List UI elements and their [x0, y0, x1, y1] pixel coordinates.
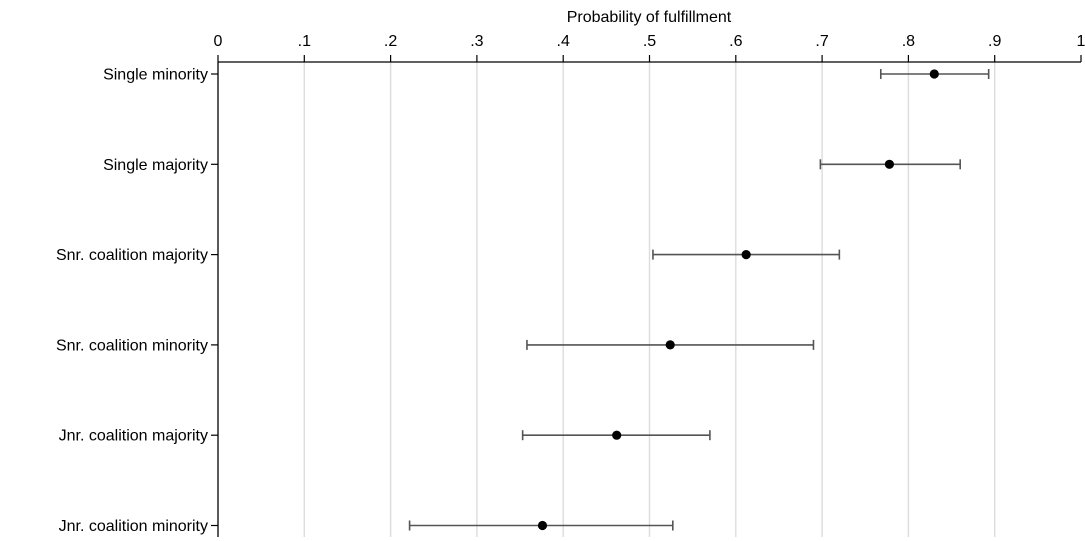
x-tick-label: .9	[988, 33, 1001, 50]
gridlines	[303, 62, 996, 537]
point-estimate	[741, 250, 751, 260]
x-tick-label: .2	[384, 33, 397, 50]
x-tick-label: .4	[557, 33, 570, 50]
x-tick-label: .5	[643, 33, 656, 50]
point-estimate	[612, 430, 622, 440]
x-tick-label: 0	[214, 33, 223, 50]
x-tick-label: .7	[815, 33, 828, 50]
x-tick-label: 1	[1077, 33, 1085, 50]
point-estimate	[665, 340, 675, 350]
y-axis-ticks: Single minority Single majority Snr. coali…	[56, 67, 218, 535]
category-label: Single majority	[103, 157, 208, 174]
x-axis-title: Probability of fulfillment	[567, 9, 732, 26]
category-label: Single minority	[103, 67, 208, 84]
point-estimate	[537, 520, 548, 531]
category-label: Jnr. coalition majority	[59, 428, 208, 445]
point-estimate	[929, 69, 939, 79]
x-tick-label: .8	[902, 33, 915, 50]
category-label: Snr. coalition majority	[56, 247, 208, 264]
point-estimate	[884, 159, 895, 169]
x-tick-label: .6	[729, 33, 742, 50]
estimates	[408, 69, 990, 531]
category-label: Jnr. coalition minority	[59, 518, 208, 535]
x-tick-label: .3	[470, 33, 483, 50]
x-axis-ticks: 0 .1 .2 .3 .4 .5 .6 .7 .8 .9 1	[214, 33, 1085, 62]
category-label: Snr. coalition minority	[56, 337, 208, 354]
x-tick-label: .1	[298, 33, 311, 50]
